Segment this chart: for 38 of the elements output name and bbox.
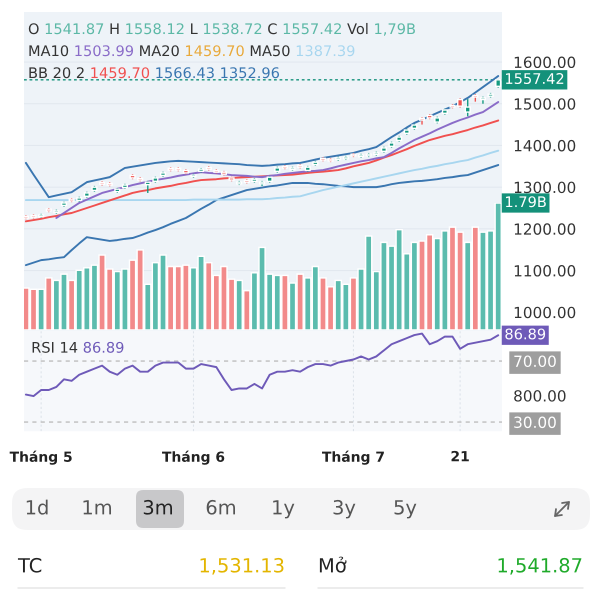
y-tick-label: 30.00 [514, 416, 556, 428]
data-label: 86.89 [505, 328, 546, 340]
y-tick-label: 1300.00 [514, 182, 576, 194]
line-series [55, 101, 500, 219]
y-tick-label: 1400.00 [514, 140, 576, 152]
ref-line-label: 1557.42 [506, 72, 564, 84]
text: 1m [83, 500, 112, 514]
y-tick-label: 70.00 [514, 355, 556, 368]
text: 1,531.13 [200, 558, 284, 575]
text: 5y [394, 500, 416, 518]
x-tick-label: Tháng 5 [10, 450, 72, 465]
y-tick-label: 1600.00 [514, 56, 576, 68]
text: 1.79B [506, 196, 546, 208]
text: 3y [334, 500, 356, 518]
line-series [24, 164, 500, 266]
y-tick-label: 1500.00 [514, 98, 576, 110]
text: 1,541.87 [498, 558, 582, 575]
y-tick-label: 800.00 [514, 390, 566, 402]
series-label: RSI 14 [32, 342, 78, 353]
annotation: MA10 1503.99 MA20 1459.70 MA50 1387.39 [29, 45, 354, 56]
text: 3m [144, 500, 172, 515]
x-tick-label: Tháng 6 [162, 450, 224, 465]
y-tick-label: 1000.00 [514, 306, 576, 318]
x-tick-label: 21 [452, 450, 469, 462]
y-tick-label: 1200.00 [514, 223, 576, 235]
annotation: BB 20 2 1459.70 1566.43 1352.96 [29, 67, 280, 78]
line-series [24, 332, 500, 398]
line-series [24, 150, 500, 202]
text: 1y [273, 500, 294, 518]
text: Mở [320, 556, 346, 573]
text: O 1541.87 H 1558.12 L 1538.72 C 1557.42 Vol 1,79B [28, 22, 415, 36]
line-series [24, 120, 500, 222]
x-tick-label: Tháng 7 [322, 450, 384, 465]
y-tick-label: 1100.00 [514, 265, 576, 277]
text: TC [18, 558, 42, 573]
text: 86.89 [84, 342, 124, 353]
text: 1d [26, 500, 48, 515]
text: 6m [206, 500, 236, 515]
